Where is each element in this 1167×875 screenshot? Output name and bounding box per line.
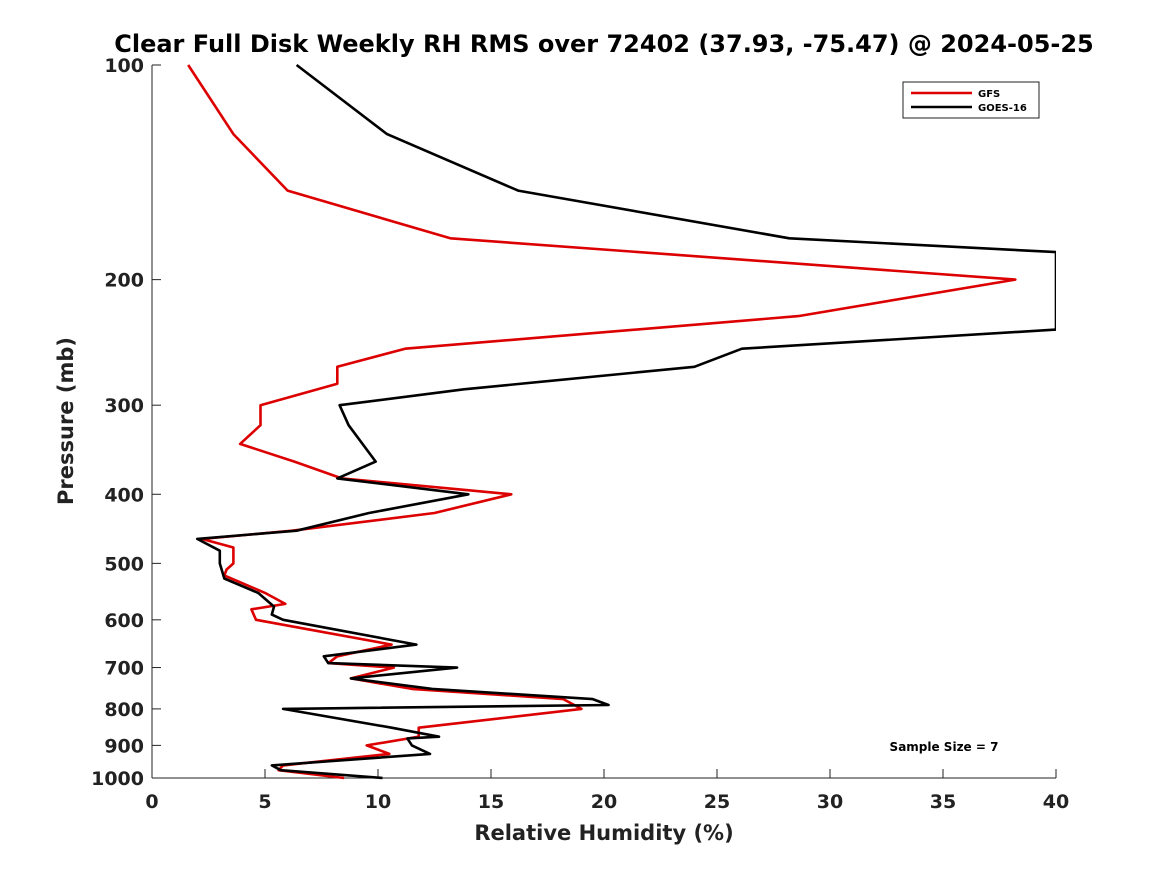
- series-line-gfs: [187, 64, 1017, 780]
- y-tick-label: 700: [104, 658, 144, 680]
- y-tick-label: 200: [104, 270, 144, 292]
- series-line-goes-16: [195, 63, 1056, 780]
- y-axis-label: Pressure (mb): [54, 337, 78, 505]
- y-tick-label: 1000: [91, 768, 144, 790]
- legend: GFS GOES-16: [902, 81, 1040, 119]
- y-tick-label: 800: [104, 699, 144, 721]
- legend-entry-label: GFS: [978, 89, 1000, 100]
- x-tick-label: 10: [365, 791, 391, 813]
- legend-box: [902, 81, 1040, 119]
- x-tick-label: 5: [258, 791, 271, 813]
- legend-entry-label: GOES-16: [978, 103, 1027, 114]
- y-tick-label: 100: [104, 55, 144, 77]
- x-tick-label: 40: [1043, 791, 1069, 813]
- chart-title: Clear Full Disk Weekly RH RMS over 72402…: [114, 30, 1094, 58]
- x-tick-label: 25: [704, 791, 730, 813]
- y-tick-label: 300: [104, 395, 144, 417]
- series-layer: [187, 63, 1056, 780]
- x-tick-label: 0: [145, 791, 158, 813]
- x-tick-label: 15: [478, 791, 504, 813]
- y-tick-label: 900: [104, 735, 144, 757]
- x-tick-label: 20: [591, 791, 617, 813]
- y-tick-label: 600: [104, 610, 144, 632]
- x-tick-label: 35: [930, 791, 956, 813]
- x-tick-label: 30: [817, 791, 843, 813]
- sample-size-annotation: Sample Size = 7: [890, 740, 999, 754]
- y-tick-label: 500: [104, 553, 144, 575]
- x-axis-label: Relative Humidity (%): [474, 821, 733, 845]
- y-tick-label: 400: [104, 484, 144, 506]
- plot-axes: 0 5 10 15 20 25 30 35 40 100 200 300 400 500 600 700 800…: [91, 55, 1069, 813]
